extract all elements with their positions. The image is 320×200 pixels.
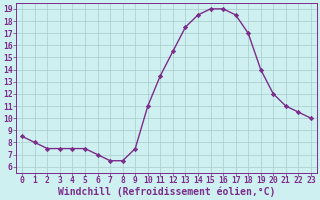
X-axis label: Windchill (Refroidissement éolien,°C): Windchill (Refroidissement éolien,°C) [58, 187, 275, 197]
